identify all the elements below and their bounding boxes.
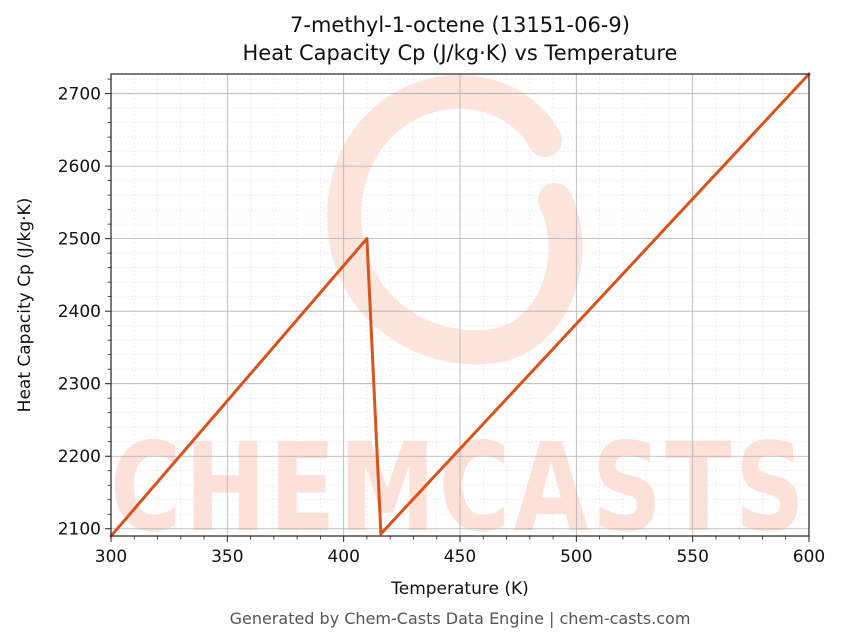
- x-tick-labels: 300 350 400 450 500 550 600: [95, 547, 825, 567]
- y-tick-label: 2300: [58, 375, 101, 395]
- y-tick-label: 2400: [58, 302, 101, 322]
- chart-title-line2: Heat Capacity Cp (J/kg·K) vs Temperature: [243, 41, 678, 65]
- x-axis-label: Temperature (K): [390, 579, 529, 599]
- watermark-text: CHEMCASTS: [110, 417, 808, 559]
- x-tick-label: 550: [676, 547, 708, 567]
- x-tick-label: 500: [560, 547, 592, 567]
- x-tick-label: 450: [444, 547, 476, 567]
- x-tick-label: 400: [327, 547, 359, 567]
- y-tick-label: 2200: [58, 447, 101, 467]
- y-tick-label: 2700: [58, 85, 101, 105]
- chart-title-line1: 7-methyl-1-octene (13151-06-9): [290, 13, 630, 37]
- y-tick-label: 2600: [58, 157, 101, 177]
- series-layer: [109, 72, 811, 538]
- x-tick-label: 300: [95, 547, 127, 567]
- x-tick-label: 600: [793, 547, 825, 567]
- y-tick-label: 2500: [58, 230, 101, 250]
- x-tick-label: 350: [211, 547, 243, 567]
- axis-ticks: [105, 78, 810, 542]
- y-axis-label: Heat Capacity Cp (J/kg·K): [15, 198, 35, 413]
- watermark-logo: CHEMCASTS: [110, 75, 808, 559]
- y-tick-label: 2100: [58, 520, 101, 540]
- footer-credit: Generated by Chem-Casts Data Engine | ch…: [230, 609, 691, 628]
- cp-series-line: [109, 72, 811, 538]
- major-grid: [110, 74, 810, 536]
- y-tick-labels: 2100 2200 2300 2400 2500 2600 2700: [58, 85, 101, 540]
